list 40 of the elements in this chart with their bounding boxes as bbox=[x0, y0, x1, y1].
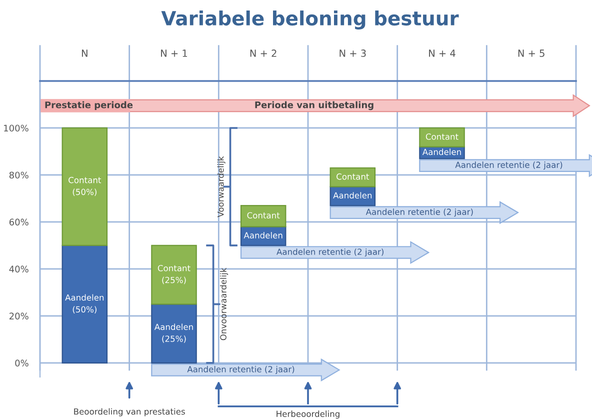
bar bbox=[240, 204, 286, 228]
annotation: Aandelen retentie (2 jaar) bbox=[366, 208, 473, 217]
annotation: Aandelen retentie (2 jaar) bbox=[276, 248, 384, 257]
annotation: Voorwaardelijk bbox=[217, 156, 226, 218]
x-tick-label: N + 5 bbox=[518, 50, 544, 57]
bar bbox=[151, 244, 197, 305]
annotation: Prestatie periode bbox=[45, 101, 133, 110]
annotation: Periode van uitbetaling bbox=[255, 101, 374, 110]
data-label: Contant (25%) bbox=[158, 264, 190, 284]
data-label: Contant bbox=[247, 212, 280, 218]
data-label: Aandelen bbox=[422, 148, 461, 156]
bar bbox=[62, 244, 108, 364]
data-label: Aandelen bbox=[244, 232, 282, 238]
text: Herbeoordeling bbox=[276, 410, 340, 419]
bar bbox=[62, 127, 108, 246]
x-tick-label: N bbox=[82, 50, 88, 57]
data-label: Contant bbox=[336, 173, 370, 180]
y-tick-label: 100% bbox=[4, 124, 28, 132]
y-tick-label: 80% bbox=[9, 172, 28, 179]
y-tick-label: 20% bbox=[9, 312, 28, 320]
y-tick-label: 0% bbox=[15, 360, 28, 366]
data-label: Contant (50%) bbox=[68, 176, 102, 196]
annotation: Onvoorwaardelijk bbox=[220, 268, 228, 340]
annotation: Aandelen retentie (2 jaar) bbox=[455, 162, 562, 170]
bar bbox=[151, 304, 197, 364]
x-tick-label: N + 1 bbox=[161, 50, 187, 57]
bar bbox=[330, 167, 376, 188]
data-label: Aandelen bbox=[333, 192, 372, 199]
x-tick-label: N + 2 bbox=[250, 50, 276, 57]
y-tick-label: 60% bbox=[9, 218, 28, 226]
chart-title: Variabele beloning bestuur bbox=[161, 10, 459, 30]
text: Beoordeling van prestaties bbox=[74, 408, 185, 416]
data-label: Aandelen (25%) bbox=[154, 324, 193, 343]
x-tick-label: N + 4 bbox=[429, 50, 456, 57]
annotation: Aandelen retentie (2 jaar) bbox=[187, 366, 294, 374]
data-label: Aandelen (50%) bbox=[65, 294, 104, 314]
x-tick-label: N + 3 bbox=[340, 50, 366, 57]
bar bbox=[419, 127, 465, 148]
data-label: Contant bbox=[426, 133, 458, 140]
y-tick-label: 40% bbox=[9, 266, 28, 272]
